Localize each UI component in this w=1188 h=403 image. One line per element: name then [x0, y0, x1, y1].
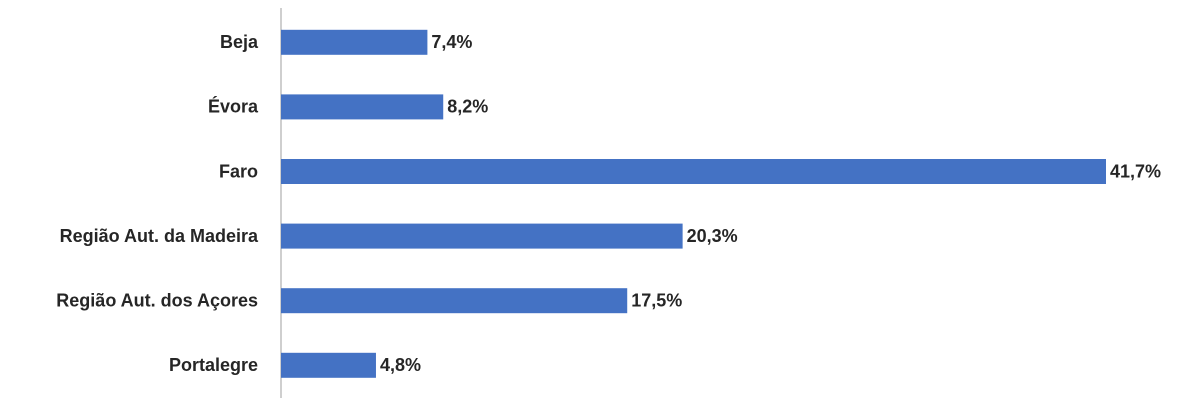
bar — [281, 288, 628, 314]
category-label: Região Aut. dos Açores — [56, 290, 258, 310]
bar — [281, 29, 428, 55]
category-label: Região Aut. da Madeira — [60, 226, 259, 246]
bar — [281, 352, 376, 378]
value-label: 20,3% — [687, 226, 738, 246]
category-label: Beja — [220, 32, 259, 52]
value-label: 8,2% — [447, 97, 488, 117]
category-label: Portalegre — [169, 355, 258, 375]
value-label: 7,4% — [431, 32, 472, 52]
bar — [281, 94, 444, 120]
value-label: 17,5% — [631, 290, 682, 310]
bar — [281, 223, 683, 249]
category-label: Évora — [208, 96, 259, 117]
value-label: 4,8% — [380, 355, 421, 375]
value-label: 41,7% — [1110, 161, 1161, 181]
category-label: Faro — [219, 161, 258, 181]
bar — [281, 159, 1106, 184]
